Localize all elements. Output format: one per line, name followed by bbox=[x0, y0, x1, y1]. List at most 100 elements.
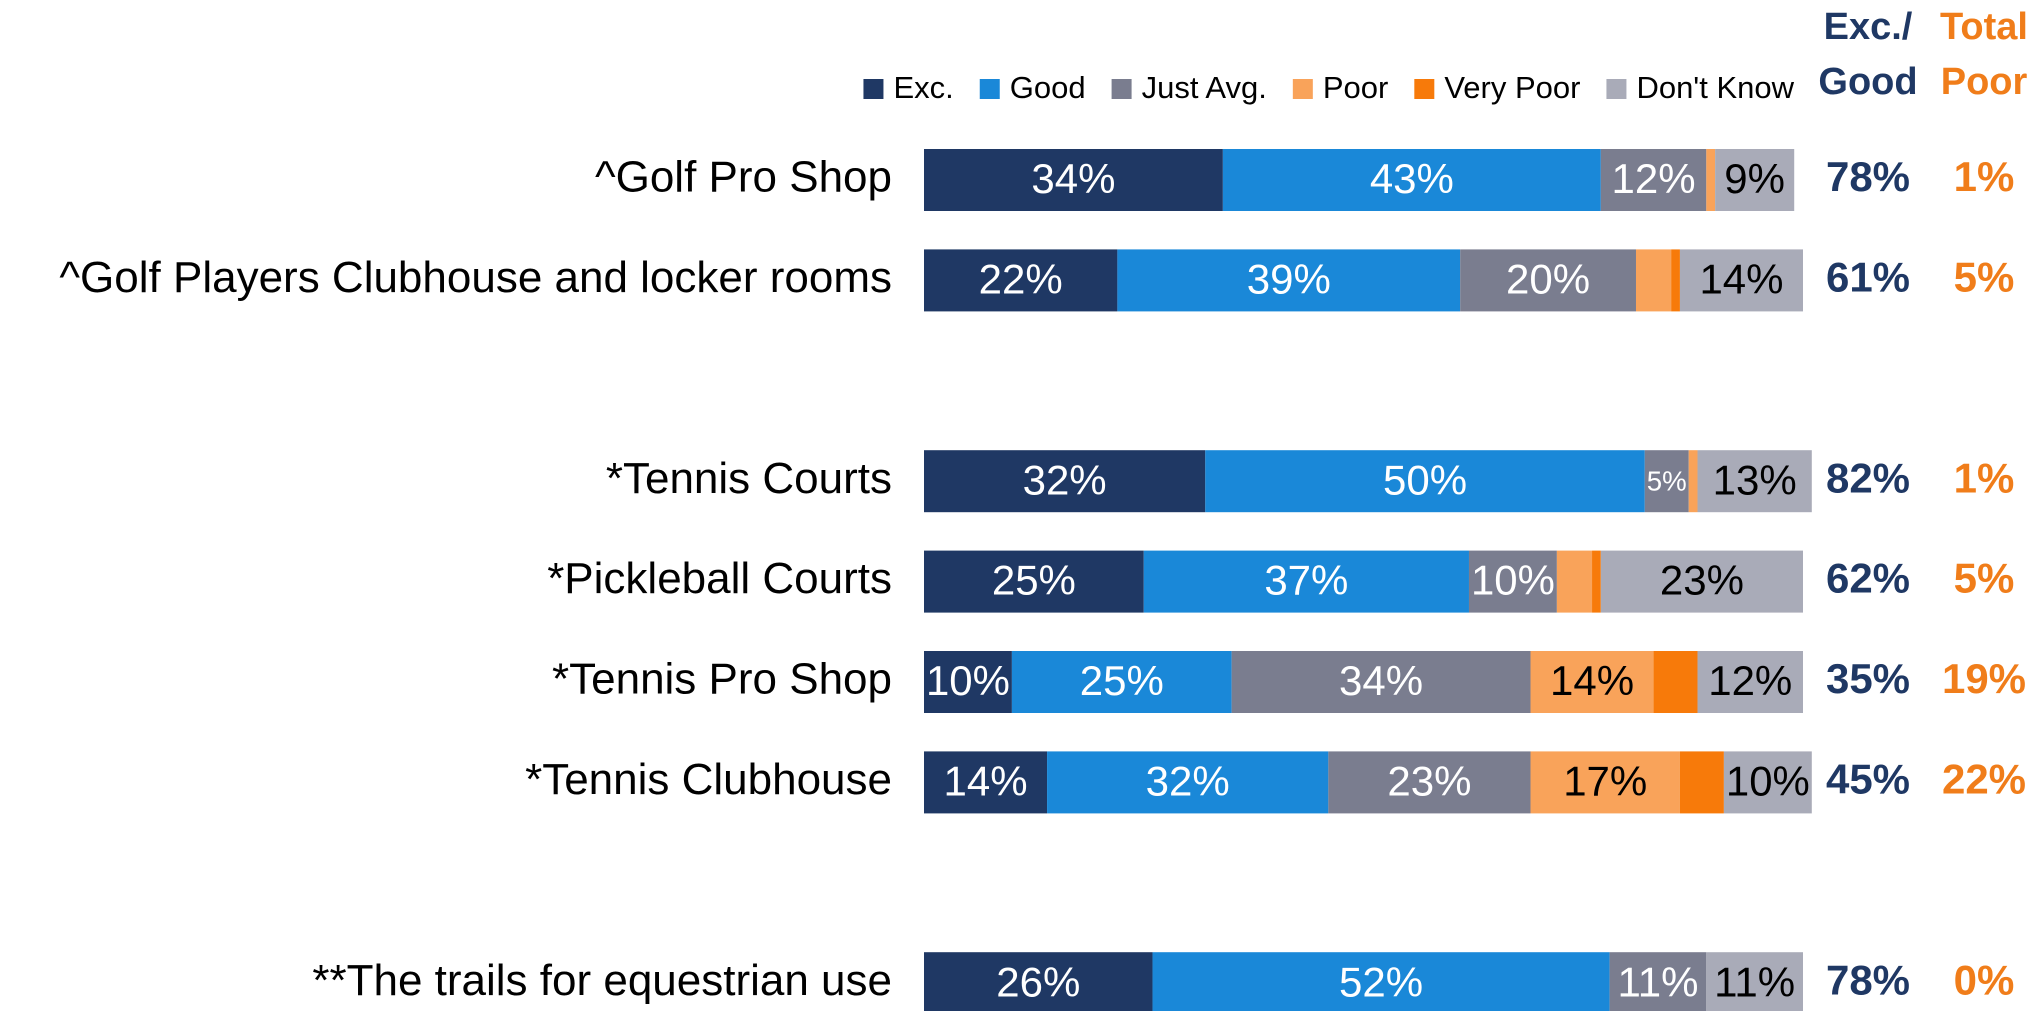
value-label: 32% bbox=[1146, 757, 1230, 804]
summary-value: 0% bbox=[1954, 956, 2015, 1003]
bar-segment bbox=[1697, 450, 1812, 513]
bar-segment bbox=[1222, 149, 1601, 211]
value-label: 10% bbox=[1726, 757, 1810, 804]
summary-value: 5% bbox=[1954, 555, 2015, 602]
legend-label: Very Poor bbox=[1444, 70, 1580, 105]
value-label: 11% bbox=[1617, 958, 1698, 1005]
bar-segment bbox=[1706, 149, 1716, 211]
summary-value: 45% bbox=[1826, 755, 1910, 802]
bar-segment bbox=[1530, 751, 1680, 814]
bar-segment bbox=[1328, 751, 1531, 814]
value-label: 39% bbox=[1247, 255, 1331, 302]
summary-header: Total bbox=[1940, 6, 2028, 48]
value-label: 34% bbox=[1031, 155, 1115, 202]
summary-value: 82% bbox=[1826, 454, 1910, 501]
bar-segment bbox=[1600, 149, 1707, 211]
bar-segment bbox=[924, 751, 1048, 814]
bar-segment bbox=[1600, 550, 1803, 613]
summary-value: 19% bbox=[1942, 655, 2026, 702]
value-label: 5% bbox=[1647, 465, 1687, 496]
bar-segment bbox=[1635, 249, 1672, 312]
value-label: 50% bbox=[1383, 456, 1467, 503]
bar-segment bbox=[1143, 550, 1469, 613]
legend-label: Good bbox=[1010, 70, 1086, 105]
summary-value: 35% bbox=[1826, 655, 1910, 702]
legend-label: Exc. bbox=[893, 70, 953, 105]
bar-segment bbox=[924, 149, 1223, 211]
legend-swatch bbox=[979, 79, 1000, 99]
value-label: 17% bbox=[1563, 757, 1647, 804]
value-label: 34% bbox=[1339, 657, 1423, 704]
bar-segment bbox=[924, 450, 1206, 513]
legend-swatch bbox=[1292, 79, 1313, 99]
value-label: 10% bbox=[926, 657, 1010, 704]
bar-segment bbox=[924, 651, 1012, 713]
bar-segment bbox=[1679, 751, 1724, 814]
value-label: 32% bbox=[1023, 456, 1107, 503]
legend-label: Just Avg. bbox=[1142, 70, 1267, 105]
value-label: 9% bbox=[1724, 155, 1785, 202]
bar-segment bbox=[1556, 550, 1593, 613]
value-label: 14% bbox=[1550, 657, 1634, 704]
value-label: 14% bbox=[1699, 255, 1783, 302]
bar-segment bbox=[1671, 249, 1680, 312]
value-label: 11% bbox=[1714, 958, 1795, 1005]
bar-segment bbox=[1530, 651, 1654, 713]
bar-segment bbox=[1592, 550, 1601, 613]
summary-value: 1% bbox=[1954, 454, 2015, 501]
summary-value: 61% bbox=[1826, 253, 1910, 300]
value-label: 25% bbox=[1080, 657, 1164, 704]
value-label: 22% bbox=[979, 255, 1063, 302]
bar-segment bbox=[1468, 550, 1557, 613]
bar-segment bbox=[1723, 751, 1812, 814]
legend-label: Poor bbox=[1323, 70, 1388, 105]
value-label: 23% bbox=[1387, 757, 1471, 804]
summary-value: 5% bbox=[1954, 253, 2015, 300]
bar-segment bbox=[924, 249, 1118, 312]
category-label: *Tennis Courts bbox=[606, 454, 892, 503]
legend-swatch bbox=[1111, 79, 1132, 99]
bar-segment bbox=[1609, 952, 1707, 1011]
summary-value: 22% bbox=[1942, 755, 2026, 802]
summary-value: 78% bbox=[1826, 153, 1910, 200]
legend-label: Don't Know bbox=[1636, 70, 1794, 105]
value-label: 20% bbox=[1506, 255, 1590, 302]
bar-segment bbox=[1231, 651, 1531, 713]
bar-segment bbox=[1706, 952, 1803, 1011]
summary-value: 1% bbox=[1954, 153, 2015, 200]
bar-segment bbox=[924, 550, 1144, 613]
bar-segment bbox=[1460, 249, 1636, 312]
value-label: 10% bbox=[1471, 557, 1555, 604]
value-label: 12% bbox=[1612, 155, 1696, 202]
summary-header: Exc./ bbox=[1824, 6, 1913, 48]
summary-value: 78% bbox=[1826, 956, 1910, 1003]
legend-swatch bbox=[1606, 79, 1627, 99]
category-label: ^Golf Pro Shop bbox=[595, 153, 892, 202]
bar-segment bbox=[1697, 651, 1803, 713]
value-label: 25% bbox=[992, 557, 1076, 604]
value-label: 14% bbox=[943, 757, 1027, 804]
category-label: *Tennis Clubhouse bbox=[525, 755, 892, 804]
value-label: 13% bbox=[1713, 456, 1797, 503]
bar-segment bbox=[1205, 450, 1645, 513]
bar-segment bbox=[1688, 450, 1698, 513]
value-label: 37% bbox=[1264, 557, 1348, 604]
summary-header: Poor bbox=[1941, 61, 2028, 103]
category-label: ^Golf Players Clubhouse and locker rooms bbox=[59, 253, 892, 302]
bar-segment bbox=[924, 952, 1153, 1011]
legend-swatch bbox=[863, 79, 884, 99]
summary-header: Good bbox=[1818, 61, 1917, 103]
value-label: 52% bbox=[1339, 958, 1423, 1005]
category-label: **The trails for equestrian use bbox=[312, 956, 892, 1005]
value-label: 23% bbox=[1660, 557, 1744, 604]
bar-segment bbox=[1047, 751, 1329, 814]
bar-segment bbox=[1644, 450, 1689, 513]
bar-segment bbox=[1715, 149, 1795, 211]
bar-segment bbox=[1679, 249, 1803, 312]
value-label: 12% bbox=[1708, 657, 1792, 704]
bar-segment bbox=[1653, 651, 1698, 713]
summary-value: 62% bbox=[1826, 555, 1910, 602]
bar-segment bbox=[1011, 651, 1232, 713]
value-label: 43% bbox=[1370, 155, 1454, 202]
